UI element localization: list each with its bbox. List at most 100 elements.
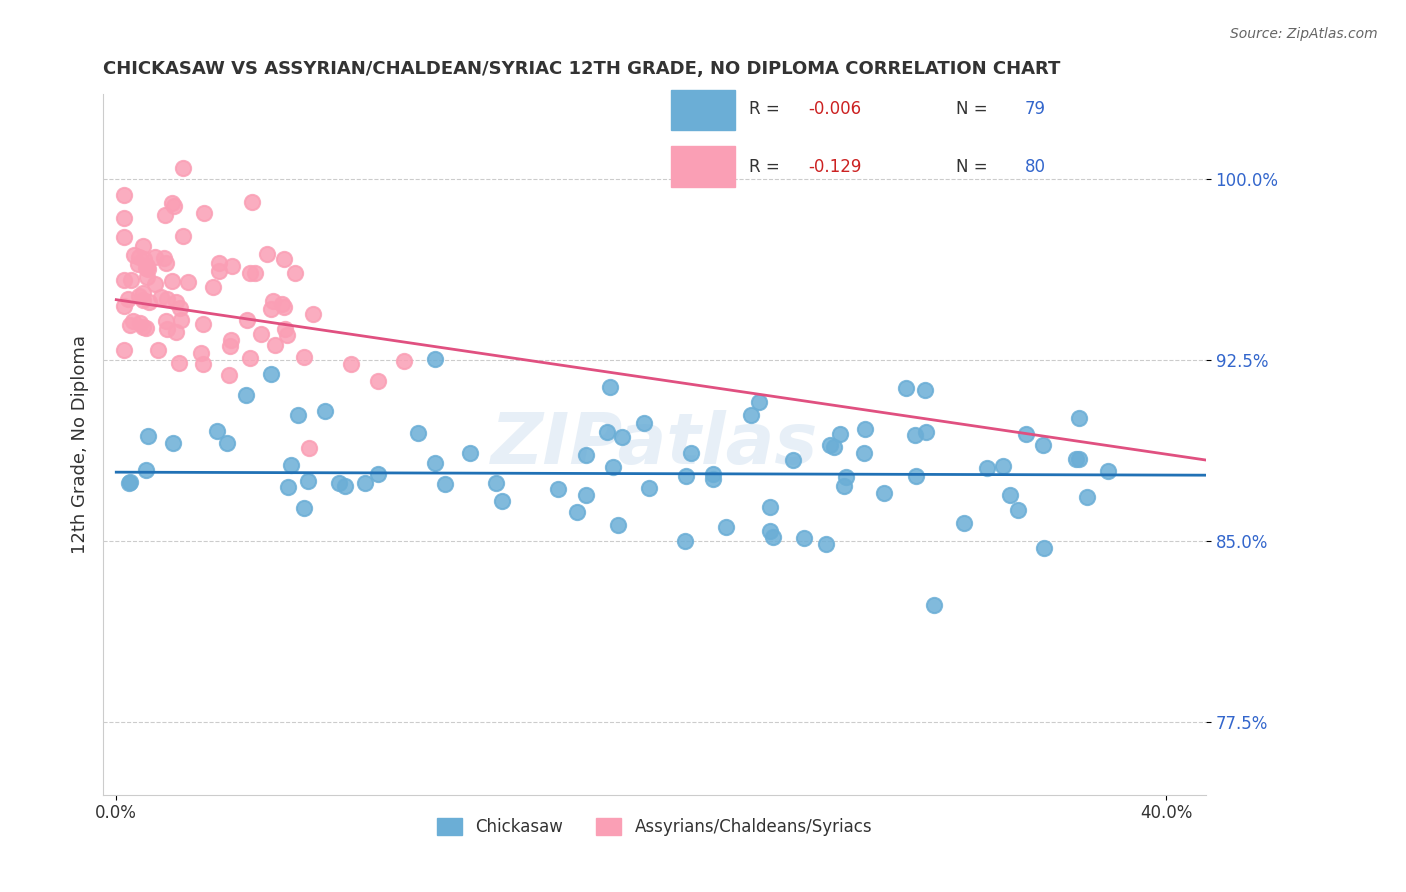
Point xyxy=(547,483,569,497)
Point xyxy=(235,388,257,402)
Point xyxy=(260,301,283,316)
Point xyxy=(758,524,780,538)
Point xyxy=(132,252,155,266)
Point xyxy=(702,472,724,486)
Point xyxy=(284,266,307,280)
Point xyxy=(328,475,350,490)
Point xyxy=(292,350,315,364)
Point xyxy=(135,463,157,477)
Point xyxy=(239,266,262,280)
Point xyxy=(793,531,815,545)
Point xyxy=(834,469,856,483)
Y-axis label: 12th Grade, No Diploma: 12th Grade, No Diploma xyxy=(72,335,89,554)
Point xyxy=(280,458,302,473)
Point xyxy=(904,469,927,483)
Point xyxy=(828,426,851,441)
Point xyxy=(135,320,157,334)
Point xyxy=(740,408,762,422)
Point xyxy=(156,292,179,306)
Point xyxy=(240,195,263,210)
Point xyxy=(353,476,375,491)
Point xyxy=(138,295,160,310)
Point xyxy=(155,314,177,328)
Point xyxy=(602,459,624,474)
Point xyxy=(702,467,724,482)
Point xyxy=(873,485,896,500)
Point xyxy=(128,316,150,330)
Point xyxy=(236,313,259,327)
Point xyxy=(423,351,446,366)
Point xyxy=(287,409,309,423)
Point xyxy=(191,317,214,331)
Point xyxy=(302,307,325,321)
Point xyxy=(143,250,166,264)
Point xyxy=(143,277,166,291)
Point xyxy=(118,475,141,490)
Point xyxy=(112,300,135,314)
Point xyxy=(991,459,1014,474)
Point xyxy=(132,285,155,300)
Point xyxy=(406,426,429,441)
Point xyxy=(896,381,918,395)
Point xyxy=(273,252,295,266)
Point xyxy=(567,505,589,519)
Point xyxy=(165,325,187,339)
Point xyxy=(606,518,628,533)
Point xyxy=(1067,411,1090,425)
Point xyxy=(1097,464,1119,478)
Legend: Chickasaw, Assyrians/Chaldeans/Syriacs: Chickasaw, Assyrians/Chaldeans/Syriacs xyxy=(430,811,879,842)
Point xyxy=(160,274,183,288)
Point xyxy=(297,474,319,488)
Point xyxy=(823,440,845,454)
Point xyxy=(273,301,295,315)
Text: ZIPatlas: ZIPatlas xyxy=(491,410,818,479)
Text: R =: R = xyxy=(749,158,786,177)
Point xyxy=(153,208,176,222)
Point xyxy=(298,441,321,455)
Point xyxy=(277,480,299,494)
Point xyxy=(136,261,159,276)
Point xyxy=(118,318,141,333)
Point xyxy=(339,357,361,371)
Point xyxy=(1007,503,1029,517)
Point xyxy=(112,229,135,244)
Point xyxy=(136,259,159,273)
Text: N =: N = xyxy=(956,100,993,119)
Point xyxy=(155,256,177,270)
Point xyxy=(914,383,936,397)
Point xyxy=(425,456,447,470)
Point xyxy=(112,343,135,357)
Point xyxy=(112,211,135,225)
Point xyxy=(914,425,936,440)
Point xyxy=(249,326,271,341)
Point xyxy=(832,479,855,493)
Point xyxy=(264,338,287,352)
Point xyxy=(136,270,159,285)
Point xyxy=(177,275,200,289)
Point xyxy=(243,266,266,280)
Text: N =: N = xyxy=(956,158,993,177)
Point xyxy=(1064,451,1087,466)
Text: R =: R = xyxy=(749,100,786,119)
Point xyxy=(610,430,633,444)
Point xyxy=(259,367,281,381)
Point xyxy=(218,368,240,382)
Point xyxy=(112,187,135,202)
Point xyxy=(852,446,875,460)
Point xyxy=(221,259,243,273)
Point xyxy=(172,161,194,175)
Point xyxy=(165,295,187,310)
Point xyxy=(574,448,596,462)
Point xyxy=(460,446,482,460)
Point xyxy=(128,288,150,302)
Point xyxy=(122,247,145,261)
Point xyxy=(146,343,169,358)
Point xyxy=(152,251,174,265)
Point xyxy=(239,351,262,366)
Point xyxy=(292,501,315,516)
Point xyxy=(367,374,389,388)
Point xyxy=(762,531,785,545)
Point xyxy=(128,250,150,264)
Point xyxy=(575,488,598,502)
Point xyxy=(759,500,782,514)
